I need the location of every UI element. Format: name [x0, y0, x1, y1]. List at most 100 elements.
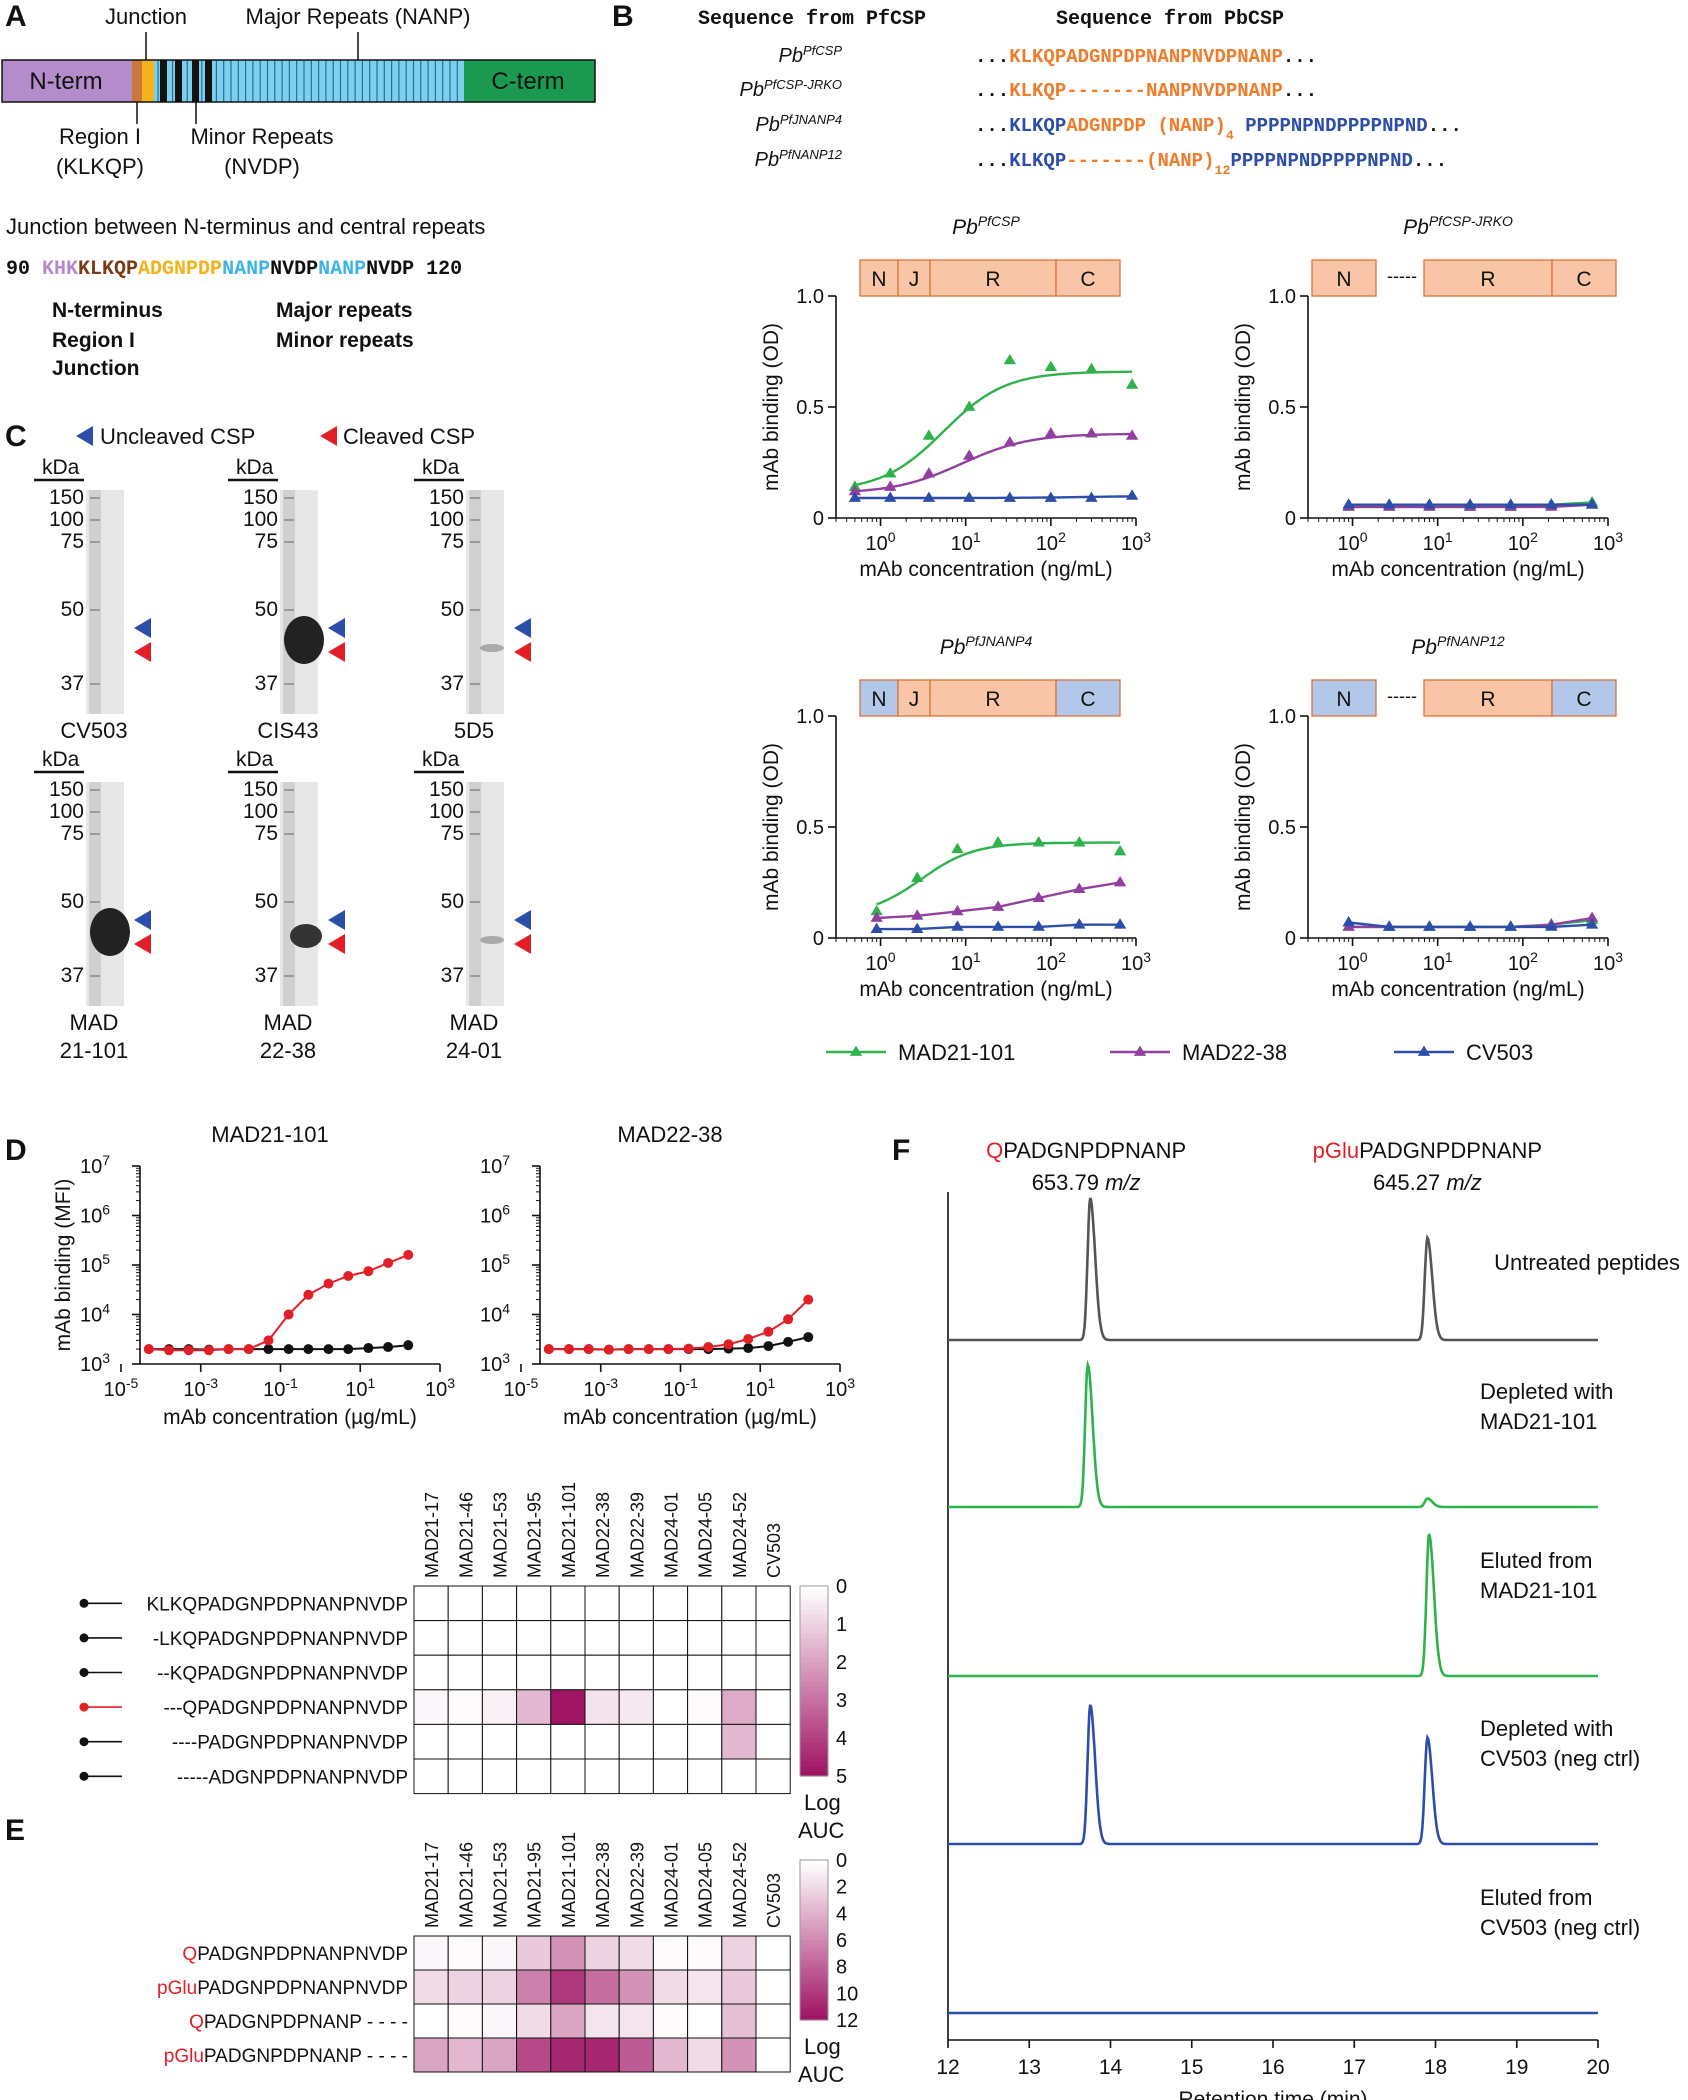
heatmap-cell [618, 1723, 654, 1760]
x-tick-label: 102 [1508, 529, 1538, 555]
colorbar-segment [800, 1681, 828, 1687]
data-point [763, 1326, 774, 1337]
colorbar-segment [800, 1872, 828, 1877]
domain-label: J [909, 688, 920, 711]
colorbar-tick: 8 [836, 1957, 847, 1979]
csp-band [284, 616, 324, 664]
data-point [263, 1344, 274, 1355]
ladder-lane [469, 490, 481, 714]
data-point [323, 1344, 334, 1355]
heatmap-cell [618, 1758, 654, 1795]
marker-label: 150 [429, 486, 464, 509]
heatmap-cell [447, 1689, 483, 1725]
heatmap-cell [755, 1654, 791, 1691]
colorbar-segment [800, 1761, 828, 1768]
fit-curve-cv503 [854, 495, 1133, 500]
colorbar-tick: 1 [836, 1614, 847, 1636]
data-point [951, 842, 964, 854]
marker-label: 100 [243, 800, 278, 823]
peak2-mz: 645.27 m/z [1373, 1170, 1482, 1195]
colorbar-segment [800, 1586, 828, 1592]
data-point [1003, 353, 1017, 365]
heatmap-cell [550, 1689, 586, 1725]
trace-label: Depleted with [1480, 1716, 1613, 1741]
mab-column-label: CV503 [764, 1523, 784, 1578]
blot-mab-label: MAD [450, 1010, 499, 1035]
uncleaved-label: Uncleaved CSP [100, 424, 255, 449]
colorbar-segment [800, 1638, 828, 1644]
data-point [848, 491, 862, 502]
csp-band [290, 924, 322, 948]
plot-title: PbPfJNANP4 [940, 633, 1033, 659]
heatmap-cell [721, 1969, 757, 2005]
heatmap-cell [481, 1689, 518, 1725]
data-point [203, 1345, 214, 1356]
domain-label: C [1080, 268, 1095, 291]
marker-label: 37 [441, 672, 464, 695]
heatmap-cell [755, 1585, 791, 1622]
header-pfcsp: Sequence from PfCSP [698, 8, 926, 31]
heatmap-cell [584, 1585, 620, 1622]
y-tick-label: 0.5 [796, 817, 824, 839]
colorbar-segment [800, 1666, 828, 1673]
minor-repeats-label: Minor Repeats [190, 124, 333, 149]
x-tick-label: 101 [345, 1375, 375, 1401]
y-axis-label: mAb binding (MFI) [52, 1179, 75, 1352]
ladder-lane [89, 782, 101, 1006]
mab-column-label: MAD21-95 [525, 1842, 545, 1928]
colorbar-segment [800, 1948, 828, 1953]
data-point [283, 1344, 294, 1355]
colorbar-segment [800, 1771, 828, 1777]
data-point [1044, 360, 1058, 371]
heatmap-cell [516, 1654, 552, 1691]
colorbar-tick: 10 [836, 1983, 858, 2005]
x-tick-label: 14 [1099, 2056, 1123, 2079]
colorbar-segment [800, 1976, 828, 1981]
data-point [1003, 491, 1017, 502]
data-point [1125, 429, 1139, 440]
heatmap-cell [652, 1723, 689, 1760]
colorbar-segment [800, 1704, 828, 1711]
marker-label: 50 [441, 598, 464, 621]
plot-title: PbPfNANP12 [1411, 633, 1505, 659]
heatmap-cell [447, 1723, 483, 1760]
heatmap-cell [550, 1969, 586, 2005]
plot-title: PbPfCSP-JRKO [1403, 213, 1513, 239]
marker-label: 50 [61, 598, 84, 621]
cleaved-label: Cleaved CSP [343, 424, 475, 449]
heatmap-cell [481, 1620, 518, 1656]
strain-name: PbPfNANP12 [755, 147, 843, 172]
heatmap-cell [550, 1935, 586, 1971]
junction-sequence: 90 KHKKLKQPADGNPDPNANPNVDPNANPNVDP 120 [6, 258, 462, 281]
x-tick-label: 10-1 [663, 1375, 698, 1401]
colorbar-segment [800, 1932, 828, 1937]
data-point [1073, 882, 1086, 894]
y-tick-label: 103 [80, 1350, 110, 1376]
heatmap-cell [687, 1723, 723, 1760]
colorbar-segment [800, 1908, 828, 1913]
strain-sequence: ...KLKQPADGNPDP (NANP)4 PPPPNPNDPPPPNPND… [975, 115, 1462, 143]
data-point [743, 1333, 754, 1344]
data-point [911, 922, 924, 934]
x-tick-label: 100 [1338, 949, 1368, 975]
heatmap-cell [584, 1689, 620, 1725]
region-i-label: Region I [59, 124, 141, 149]
repeat-domain [154, 60, 464, 102]
domain-label: C [1080, 688, 1095, 711]
domain-box [1055, 679, 1121, 717]
domain-box [1551, 259, 1617, 297]
n-term-label: N-term [29, 68, 102, 95]
marker-label: 150 [49, 486, 84, 509]
uncleaved-arrow-icon [514, 618, 531, 638]
heatmap-cell [652, 1585, 689, 1622]
x-tick-label: 10-3 [583, 1375, 618, 1401]
heatmap-cell [481, 1585, 518, 1622]
domain-label: J [909, 268, 920, 291]
csp-band [480, 644, 504, 652]
data-point [1113, 844, 1127, 856]
colorbar-segment [800, 1757, 828, 1763]
colorbar-segment [800, 2000, 828, 2005]
x-axis-label: mAb concentration (ng/mL) [859, 558, 1112, 581]
